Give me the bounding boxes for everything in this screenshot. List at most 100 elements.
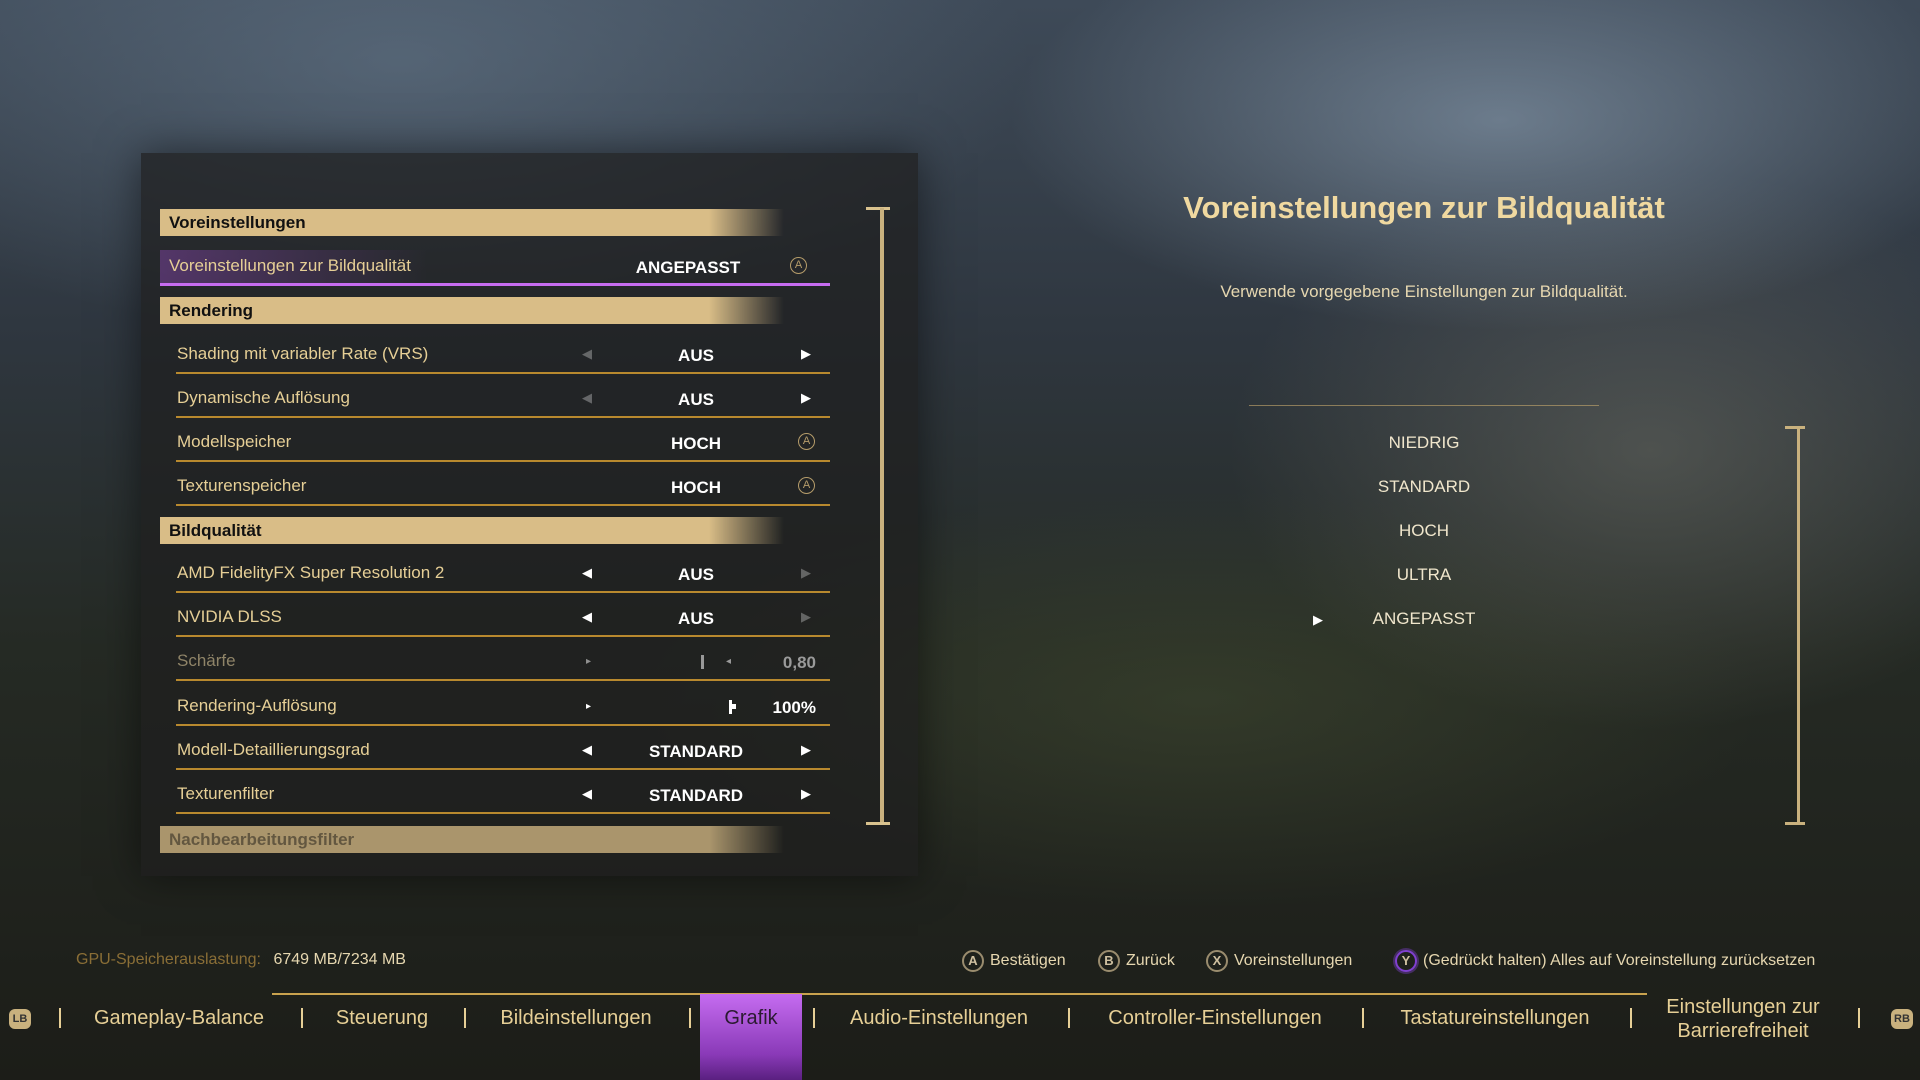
setting-value: AUS	[678, 565, 714, 584]
section-header: Rendering	[160, 297, 784, 324]
hint-label: Bestätigen	[990, 952, 1066, 969]
setting-value: HOCH	[670, 434, 722, 453]
tab-steuerung[interactable]: Steuerung	[335, 1007, 429, 1029]
tab-gameplay-balance[interactable]: Gameplay-Balance	[93, 1007, 265, 1029]
setting-label: Schärfe	[177, 651, 236, 670]
tab-separator	[813, 1008, 815, 1028]
detail-divider	[1249, 405, 1599, 406]
setting-row[interactable]: Dynamische Auflösung AUS ◀ ▶	[176, 382, 830, 418]
tab-separator	[1630, 1008, 1632, 1028]
tab-grafik[interactable]: Grafik	[724, 1007, 778, 1029]
gpu-memory-value: 6749 MB/7234 MB	[273, 951, 406, 968]
setting-row[interactable]: Modellspeicher HOCH A	[176, 426, 830, 462]
setting-label: Modell-Detaillierungsgrad	[177, 740, 370, 759]
arrow-right-icon[interactable]: ▶	[801, 346, 811, 361]
arrow-right-icon[interactable]: ▶	[801, 786, 811, 801]
setting-label: Shading mit variabler Rate (VRS)	[177, 344, 429, 363]
tab-controller-einstellungen[interactable]: Controller-Einstellungen	[1108, 1007, 1322, 1029]
arrow-right-icon[interactable]: ▶	[801, 390, 811, 405]
setting-row[interactable]: AMD FidelityFX Super Resolution 2 AUS ◀ ▶	[176, 557, 830, 593]
arrow-left-icon[interactable]: ◀	[582, 346, 592, 361]
setting-label: Rendering-Auflösung	[177, 696, 337, 715]
setting-row[interactable]: Texturenspeicher HOCH A	[176, 470, 830, 506]
section-header: Bildqualität	[160, 517, 784, 544]
hint-reset-all[interactable]: Y (Gedrückt halten) Alles auf Voreinstell…	[1395, 950, 1815, 972]
setting-row[interactable]: Voreinstellungen zur Bildqualität ANGEPAS…	[160, 250, 830, 286]
arrow-left-icon[interactable]: ◀	[582, 742, 592, 757]
setting-value: 100%	[772, 698, 816, 717]
a-button-icon: A	[962, 950, 984, 972]
hint-presets[interactable]: X Voreinstellungen	[1206, 950, 1352, 972]
tab-separator	[464, 1008, 466, 1028]
b-button-icon: B	[1098, 950, 1120, 972]
detail-title: Voreinstellungen zur Bildqualität	[1183, 190, 1665, 225]
hint-back[interactable]: B Zurück	[1098, 950, 1175, 972]
rb-bumper-icon[interactable]: RB	[1891, 1009, 1913, 1029]
section-header: Voreinstellungen	[160, 209, 784, 236]
setting-value: 0,80	[782, 653, 816, 672]
setting-value: ANGEPASST	[635, 258, 741, 277]
arrow-left-icon[interactable]: ◀	[582, 390, 592, 405]
setting-row[interactable]: Modell-Detaillierungsgrad STANDARD ◀ ▶	[176, 734, 830, 770]
gpu-memory-label: GPU-Speicherauslastung:	[76, 951, 261, 968]
lb-bumper-icon[interactable]: LB	[9, 1009, 31, 1029]
gpu-memory-usage: GPU-Speicherauslastung: 6749 MB/7234 MB	[76, 951, 406, 969]
setting-row[interactable]: Rendering-Auflösung 100% ▸	[176, 690, 830, 726]
setting-value: AUS	[678, 390, 714, 409]
setting-row[interactable]: NVIDIA DLSS AUS ◀ ▶	[176, 601, 830, 637]
tab-separator	[301, 1008, 303, 1028]
tab-separator	[689, 1008, 691, 1028]
arrow-left-icon[interactable]: ◀	[582, 565, 592, 580]
tab-separator	[1068, 1008, 1070, 1028]
setting-label: Dynamische Auflösung	[177, 388, 350, 407]
tab-einstellungen-zur-barrierefreiheit[interactable]: Einstellungen zur Barrierefreiheit	[1666, 996, 1820, 1042]
tab-audio-einstellungen[interactable]: Audio-Einstellungen	[850, 1007, 1028, 1029]
setting-label: Texturenfilter	[177, 784, 275, 803]
slider-thumb-notch	[732, 704, 736, 709]
arrow-left-icon[interactable]: ◀	[582, 786, 592, 801]
preset-option[interactable]: NIEDRIG	[1388, 433, 1460, 452]
slider-decrease-icon[interactable]: ▸	[586, 656, 592, 667]
setting-value: AUS	[678, 609, 714, 628]
setting-row[interactable]: Shading mit variabler Rate (VRS) AUS ◀ ▶	[176, 338, 830, 374]
setting-value: HOCH	[670, 478, 722, 497]
section-header: Nachbearbeitungsfilter	[160, 826, 784, 853]
x-button-icon: X	[1206, 950, 1228, 972]
options-bracket	[1797, 427, 1800, 824]
slider-thumb[interactable]	[729, 700, 736, 714]
setting-label: Voreinstellungen zur Bildqualität	[169, 256, 411, 275]
tab-separator	[1858, 1008, 1860, 1028]
setting-value: STANDARD	[648, 742, 744, 761]
a-button-icon: A	[798, 433, 815, 450]
setting-label: NVIDIA DLSS	[177, 607, 282, 626]
arrow-left-icon[interactable]: ◀	[582, 609, 592, 624]
slider-decrease-icon[interactable]: ▸	[586, 701, 592, 712]
arrow-right-icon[interactable]: ▶	[801, 742, 811, 757]
preset-option[interactable]: HOCH	[1398, 521, 1450, 540]
preset-option[interactable]: ULTRA	[1396, 565, 1452, 584]
setting-label: Modellspeicher	[177, 432, 292, 451]
setting-label: Texturenspeicher	[177, 476, 307, 495]
settings-panel	[141, 153, 918, 876]
tab-bar-line	[272, 993, 1647, 995]
tab-separator	[1362, 1008, 1364, 1028]
slider-thumb[interactable]	[701, 655, 704, 669]
setting-row[interactable]: Texturenfilter STANDARD ◀ ▶	[176, 778, 830, 814]
tab-bildeinstellungen[interactable]: Bildeinstellungen	[500, 1007, 652, 1029]
setting-label: AMD FidelityFX Super Resolution 2	[177, 563, 445, 582]
hint-label: (Gedrückt halten) Alles auf Voreinstellu…	[1423, 952, 1816, 969]
a-button-icon: A	[790, 257, 807, 274]
hint-label: Voreinstellungen	[1234, 952, 1353, 969]
arrow-right-icon[interactable]: ▶	[801, 565, 811, 580]
settings-scrollbar[interactable]	[880, 208, 884, 824]
arrow-right-icon[interactable]: ▶	[801, 609, 811, 624]
setting-value: STANDARD	[648, 786, 744, 805]
preset-option[interactable]: STANDARD	[1377, 477, 1471, 496]
setting-value: AUS	[678, 346, 714, 365]
setting-row[interactable]: Schärfe 0,80 ▸ ◂	[176, 645, 830, 681]
options-bracket-top	[1785, 426, 1805, 429]
tab-tastatureinstellungen[interactable]: Tastatureinstellungen	[1400, 1007, 1590, 1029]
hint-confirm[interactable]: A Bestätigen	[962, 950, 1066, 972]
preset-option[interactable]: ANGEPASST	[1372, 609, 1476, 628]
tab-separator	[59, 1008, 61, 1028]
